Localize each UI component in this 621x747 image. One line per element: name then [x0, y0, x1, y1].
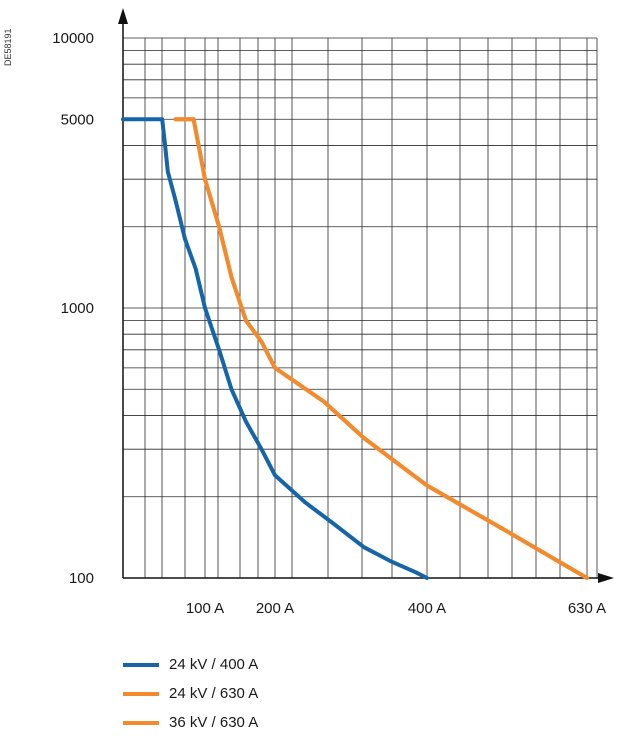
- y-tick-label: 5000: [61, 111, 94, 128]
- document-code-text: DE58191: [3, 28, 13, 66]
- y-axis-arrow: [118, 8, 128, 24]
- x-tick-label: 630 A: [568, 600, 606, 617]
- series-line-1: [173, 117, 589, 580]
- legend-item: 24 kV / 400 A: [123, 650, 258, 679]
- legend-label-1: 24 kV / 630 A: [169, 685, 259, 702]
- legend-swatch-0: [123, 662, 159, 667]
- x-tick-label: 400 A: [408, 600, 446, 617]
- x-tick-label: 100 A: [186, 600, 224, 617]
- legend-swatch-1: [123, 691, 159, 696]
- grid: [123, 37, 598, 579]
- series-line-0: [121, 117, 429, 580]
- legend-label-0: 24 kV / 400 A: [169, 656, 259, 673]
- legend: 24 kV / 400 A 24 kV / 630 A 36 kV / 630 …: [123, 650, 258, 737]
- y-tick-label: 100: [69, 570, 94, 587]
- x-axis-arrow: [598, 573, 614, 583]
- chart: 100 1000 5000 10000 100 A 200 A 400 A 630 A: [52, 8, 614, 617]
- series-lines: [121, 117, 589, 580]
- legend-item: 24 kV / 630 A: [123, 679, 258, 708]
- series-line-2: [173, 117, 589, 580]
- x-tick-label: 200 A: [256, 600, 294, 617]
- y-tick-label: 1000: [61, 300, 94, 317]
- legend-label-2: 36 kV / 630 A: [169, 714, 259, 731]
- y-tick-label: 10000: [52, 30, 94, 47]
- legend-item: 36 kV / 630 A: [123, 708, 258, 737]
- tick-labels: 100 1000 5000 10000 100 A 200 A 400 A 630 A: [52, 30, 606, 617]
- legend-swatch-2: [123, 720, 159, 725]
- document-code: DE58191: [2, 8, 14, 68]
- axes: [118, 8, 614, 583]
